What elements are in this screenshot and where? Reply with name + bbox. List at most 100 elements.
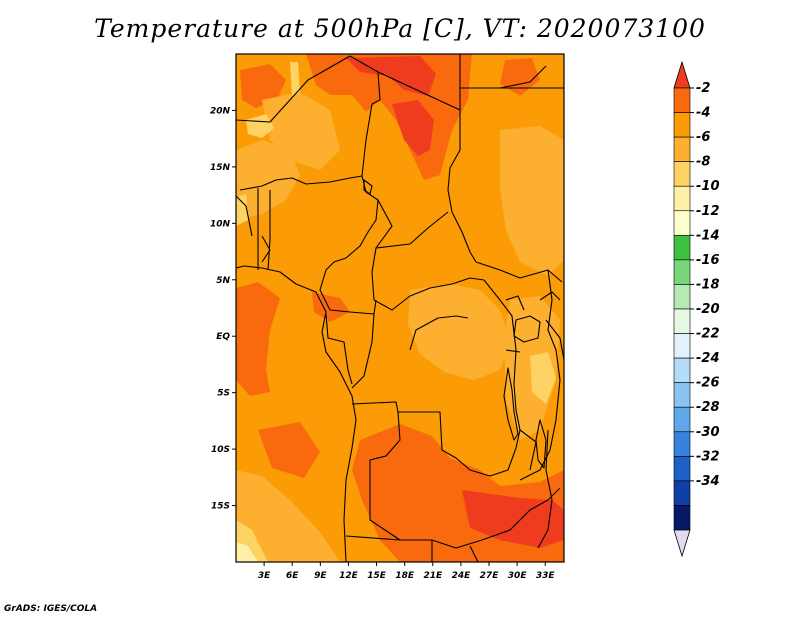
lat-tick-label: 5N — [216, 276, 230, 286]
colorbar-tick-label: -30 — [696, 425, 720, 440]
lon-tick-label: 30E — [508, 571, 528, 581]
colorbar-tick-label: -8 — [696, 155, 710, 170]
lon-tick-label: 3E — [258, 571, 271, 581]
field-cold-nw — [246, 114, 274, 138]
country-borders — [236, 54, 564, 562]
colorbar-swatch — [673, 284, 691, 310]
border-niger-south — [239, 175, 363, 191]
border-nigeria-east — [319, 199, 379, 291]
border-drc-angola — [351, 401, 517, 477]
field-coldest-sw — [236, 542, 258, 562]
lon-tick-label: 18E — [395, 571, 415, 581]
lat-tick-label: EQ — [216, 332, 230, 342]
border-west-coastline — [236, 265, 357, 562]
colorbar-tick-label: -14 — [696, 228, 720, 243]
lon-tick-label: 24E — [452, 571, 472, 581]
longitude-ticks: 3E 6E 9E 12E 15E 18E 21E 24E 27E 30E 33E — [258, 562, 556, 581]
colorbar-swatch — [673, 505, 691, 531]
colorbar-tick-label: -2 — [696, 81, 710, 96]
border-cameroon-south — [319, 289, 377, 315]
colorbar-swatch — [673, 308, 691, 334]
field-cool-north — [262, 92, 340, 170]
colorbar-swatch — [673, 185, 691, 212]
lon-tick-label: 33E — [536, 571, 556, 581]
border-drc-east — [483, 279, 521, 449]
colorbar-tick-label: -26 — [696, 376, 720, 391]
field-hot-sahara — [392, 100, 434, 156]
colorbar-top-arrow — [673, 60, 691, 89]
border-niger-chad — [361, 103, 379, 201]
border-malawi-zambia — [519, 429, 537, 471]
border-congo — [351, 313, 375, 389]
field-warm-west — [236, 282, 280, 396]
colorbar-tick-label: -22 — [696, 327, 720, 342]
lon-tick-label: 15E — [367, 571, 387, 581]
colorbar-tick-label: -6 — [696, 130, 710, 145]
border-benin-nigeria — [267, 190, 271, 271]
border-red-sea — [472, 65, 547, 89]
field-warm-gabon — [312, 292, 350, 322]
colorbar-tick-label: -12 — [696, 204, 720, 219]
colorbar: -2 -4 -6 -8 -10 -12 -14 -16 -18 -20 -22 -24 -26 -28 -3… — [673, 60, 720, 558]
colorbar-tick-label: -32 — [696, 449, 720, 464]
lat-tick-label: 5S — [217, 389, 230, 399]
lat-tick-label: 20N — [210, 106, 231, 116]
border-south-sudan — [475, 261, 563, 283]
field-warm-nw — [240, 64, 286, 108]
colorbar-swatch — [673, 431, 691, 457]
colorbar-tick-label: -28 — [696, 400, 720, 415]
border-niger-libya-chad — [349, 55, 381, 105]
colorbar-swatch — [673, 456, 691, 482]
colorbar-swatch — [673, 333, 691, 359]
latitude-ticks: 20N 15N 10N 5N EQ 5S 10S 15S — [210, 106, 236, 512]
colorbar-tick-label: -10 — [696, 179, 720, 194]
lon-tick-label: 27E — [480, 571, 500, 581]
border-river-congo — [409, 315, 469, 351]
colorbar-swatch — [673, 161, 691, 187]
field-warm-sw — [258, 422, 320, 478]
colorbar-tick-label: -16 — [696, 253, 720, 268]
border-uganda — [505, 295, 525, 311]
border-namibia-north — [345, 535, 401, 541]
lon-tick-label: 9E — [314, 571, 327, 581]
field-cool-angola-coast — [236, 470, 340, 562]
field-cool-congo — [408, 284, 510, 380]
lon-tick-label: 21E — [423, 571, 443, 581]
field-cold-north — [290, 62, 300, 96]
colorbar-swatch — [673, 480, 691, 506]
border-volta — [261, 235, 271, 263]
colorbar-swatch — [673, 382, 691, 408]
colorbar-swatch — [673, 235, 691, 261]
border-chad-car — [375, 211, 449, 249]
field-cool-sahel — [236, 140, 300, 220]
colorbar-tick-label: -18 — [696, 277, 720, 292]
grads-credit: GrADS: IGES/COLA — [4, 604, 98, 614]
colorbar-swatch — [673, 210, 691, 236]
colorbar-swatch — [673, 112, 691, 138]
temperature-field — [236, 54, 564, 562]
border-lake-malawi — [535, 419, 547, 469]
colorbar-swatch — [673, 259, 691, 285]
colorbar-bottom-arrow — [673, 529, 691, 558]
border-lake-victoria — [513, 315, 541, 343]
colorbar-swatch — [673, 406, 691, 433]
field-cool-east — [500, 126, 564, 276]
lon-tick-label: 6E — [286, 571, 299, 581]
field-cold-west — [236, 194, 248, 226]
border-tanzania — [545, 319, 564, 361]
lon-tick-label: 12E — [339, 571, 359, 581]
colorbar-tick-label: -4 — [696, 106, 710, 121]
border-burkina — [236, 195, 253, 237]
lat-tick-label: 10N — [210, 219, 231, 229]
border-algeria-mali-niger — [236, 55, 351, 123]
border-rwanda — [505, 349, 521, 353]
lat-tick-label: 15N — [210, 163, 231, 173]
border-chad-sudan — [447, 110, 477, 263]
field-hot-se — [462, 490, 564, 548]
border-lake-tanganyika — [503, 367, 519, 441]
lat-tick-label: 10S — [211, 445, 230, 455]
colorbar-swatch — [673, 357, 691, 383]
border-zambia-south — [400, 487, 561, 549]
border-zimbabwe — [469, 545, 479, 562]
colorbar-tick-label: -20 — [696, 302, 720, 317]
